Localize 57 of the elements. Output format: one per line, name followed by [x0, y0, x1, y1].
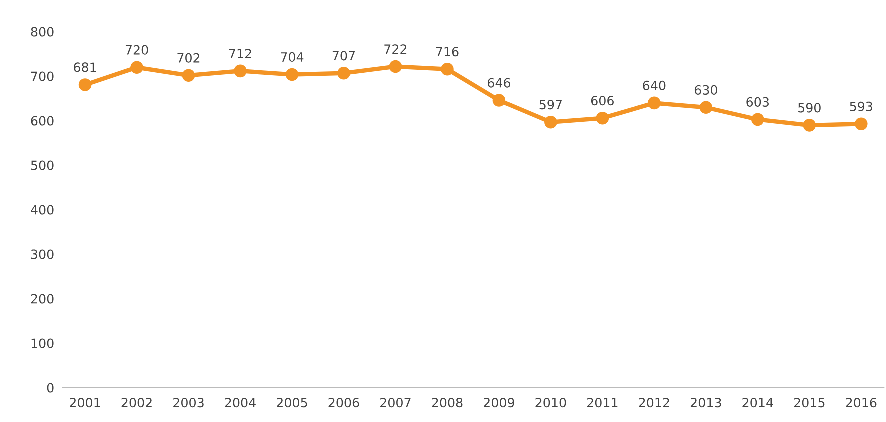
point	[700, 101, 713, 114]
point	[441, 62, 454, 76]
point	[130, 61, 144, 74]
data-label: 590	[798, 103, 821, 113]
data-label: 603	[746, 97, 769, 107]
data-label: 640	[643, 80, 666, 91]
point	[338, 66, 350, 80]
point	[234, 64, 247, 78]
point	[78, 78, 92, 92]
data-label: 702	[178, 53, 200, 63]
x-tick-label: 2002	[122, 398, 152, 408]
x-tick-label: 2016	[846, 398, 877, 408]
data-label: 720	[126, 45, 148, 55]
x-tick-label: 2014	[742, 398, 774, 408]
x-tick-label: 2009	[484, 398, 514, 408]
data-label: 722	[384, 44, 407, 54]
y-tick-label: 500	[31, 160, 54, 170]
data-label: 681	[74, 62, 96, 72]
data-label: 712	[229, 49, 252, 58]
data-label: 597	[540, 100, 562, 110]
x-tick-label: 2007	[380, 398, 411, 408]
point	[752, 113, 764, 126]
data-label: 707	[332, 51, 355, 61]
data-label: 646	[488, 78, 510, 88]
y-tick-label: 200	[31, 294, 54, 304]
data-label: 630	[694, 85, 718, 95]
x-tick-label: 2011	[587, 398, 618, 408]
data-label: 606	[591, 96, 614, 106]
data-label: 716	[436, 47, 459, 57]
y-tick-label: 600	[31, 116, 54, 126]
y-tick-label: 100	[32, 338, 54, 348]
x-tick-label: 2015	[794, 398, 825, 408]
point	[596, 112, 610, 125]
x-tick-label: 2012	[639, 398, 670, 408]
y-tick-label: 800	[31, 27, 54, 37]
point	[544, 116, 558, 129]
x-tick-label: 2001	[70, 398, 100, 408]
x-tick-label: 2004	[225, 398, 256, 408]
point	[854, 118, 868, 131]
y-tick-label: 0	[47, 383, 54, 393]
x-tick-label: 2006	[328, 398, 360, 408]
point	[182, 69, 196, 82]
point	[492, 94, 506, 107]
y-tick-label: 700	[31, 72, 54, 82]
data-label: 704	[281, 52, 304, 62]
y-tick-label: 300	[31, 250, 54, 260]
y-tick-label: 400	[31, 205, 54, 215]
x-tick-label: 2003	[174, 398, 204, 408]
point	[286, 68, 299, 82]
x-tick-label: 2010	[536, 398, 566, 408]
point	[803, 119, 816, 132]
x-tick-label: 2013	[690, 398, 722, 408]
point	[389, 60, 402, 74]
x-tick-label: 2008	[432, 398, 463, 408]
point	[648, 96, 661, 110]
data-label: 593	[850, 102, 872, 112]
x-tick-label: 2005	[277, 398, 308, 408]
